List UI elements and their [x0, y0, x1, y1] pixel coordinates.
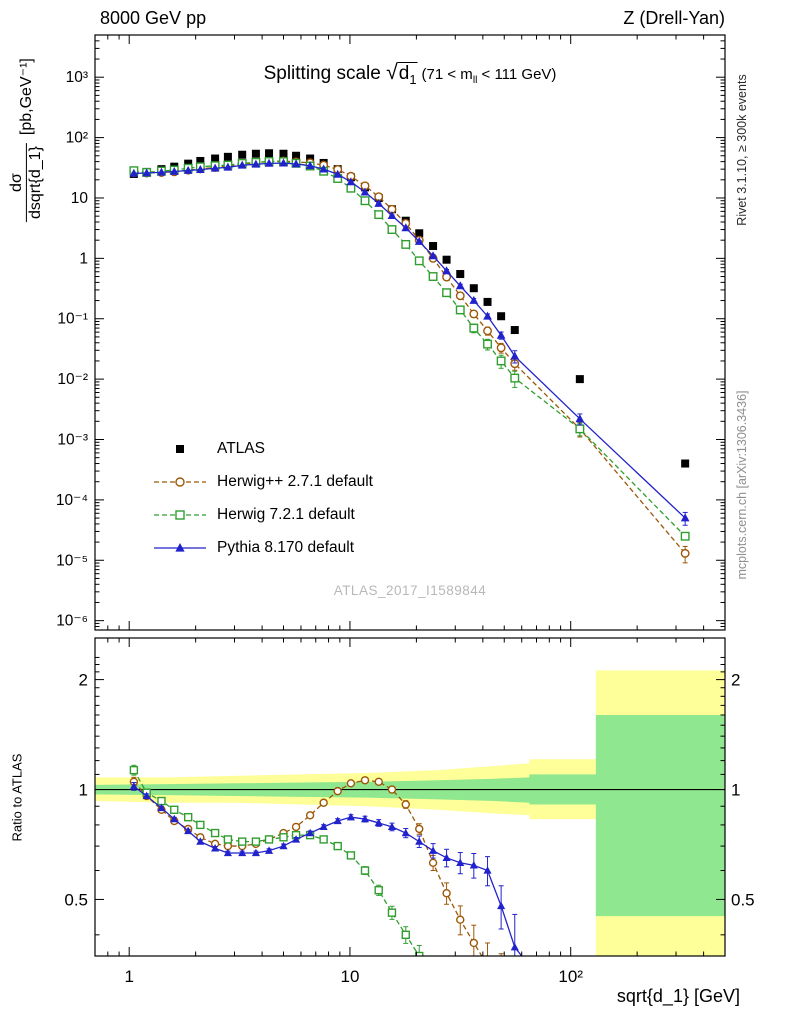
svg-text:10⁻²: 10⁻² — [57, 371, 88, 388]
svg-text:10²: 10² — [558, 967, 583, 986]
svg-text:10: 10 — [340, 967, 359, 986]
axis-ticks — [95, 35, 725, 956]
legend: ATLAS Herwig++ 2.7.1 default Herwig 7.2.1 … — [152, 432, 373, 564]
legend-item: Pythia 8.170 default — [152, 531, 373, 564]
legend-item: Herwig 7.2.1 default — [152, 498, 373, 531]
svg-text:10⁻³: 10⁻³ — [57, 431, 88, 448]
sqrt-arg-text: d — [398, 63, 410, 84]
mass-range-pre: (71 < m — [421, 66, 473, 83]
svg-text:1: 1 — [731, 781, 740, 800]
y-axis-label-ratio: Ratio to ATLAS — [9, 753, 25, 842]
legend-label: Pythia 8.170 default — [217, 538, 355, 556]
beam-label: 8000 GeV pp — [100, 8, 207, 28]
svg-text:10⁻⁴: 10⁻⁴ — [56, 492, 88, 509]
main-series — [129, 149, 690, 564]
svg-text:2: 2 — [79, 671, 88, 690]
sqrt-radical: √ — [386, 60, 398, 84]
sqrt-argument: d1 — [397, 62, 418, 87]
y-axis-units: [pb,GeV⁻¹] — [18, 58, 35, 136]
y-axis-denominator: dsqrt{d_1} — [25, 143, 45, 223]
svg-text:1: 1 — [79, 250, 88, 267]
legend-label: Herwig 7.2.1 default — [217, 505, 355, 523]
legend-swatch — [154, 476, 206, 487]
mass-range-post: < 111 GeV) — [477, 66, 557, 83]
y-axis-fraction: dσ dsqrt{d_1} — [7, 143, 45, 223]
svg-text:0.5: 0.5 — [64, 890, 88, 909]
legend-swatch — [154, 509, 206, 520]
mass-range: (71 < mll < 111 GeV) — [421, 66, 557, 86]
analysis-watermark: ATLAS_2017_I1589844 — [333, 583, 487, 598]
process-label: Z (Drell-Yan) — [623, 8, 725, 28]
y-axis-numerator: dσ — [7, 173, 25, 192]
y-axis-label-main: dσ dsqrt{d_1} [pb,GeV⁻¹] — [7, 10, 45, 270]
legend-label: Herwig++ 2.7.1 default — [217, 472, 373, 490]
legend-swatch — [154, 542, 206, 552]
title-prefix: Splitting scale — [263, 63, 387, 84]
legend-item: ATLAS — [152, 432, 373, 465]
svg-text:2: 2 — [731, 671, 740, 690]
tick-labels: 10³ 10² 10 1 10⁻¹ 10⁻² 10⁻³ 10⁻⁴ 10⁻⁵ 10⁻⁶ 1 10 10² 2… — [56, 69, 755, 986]
svg-text:1: 1 — [124, 967, 133, 986]
sqrt-arg-sub: 1 — [409, 71, 417, 87]
svg-text:10⁻⁶: 10⁻⁶ — [56, 613, 88, 630]
mass-range-sub: ll — [472, 75, 478, 86]
svg-text:10³: 10³ — [66, 69, 88, 86]
mcplots-reference: mcplots.cern.ch [arXiv:1306.3436] — [735, 390, 749, 580]
svg-text:0.5: 0.5 — [731, 890, 755, 909]
svg-text:1: 1 — [79, 781, 88, 800]
svg-text:10⁻⁵: 10⁻⁵ — [56, 552, 88, 569]
legend-swatch — [176, 444, 184, 453]
ratio-panel-border — [94, 637, 726, 957]
ratio-series — [129, 764, 523, 956]
svg-text:10⁻¹: 10⁻¹ — [57, 311, 88, 328]
x-axis-label: sqrt{d_1} [GeV] — [616, 986, 740, 1006]
rivet-version-note: Rivet 3.1.10, ≥ 300k events — [735, 74, 749, 226]
svg-text:10²: 10² — [66, 130, 88, 147]
svg-text:10: 10 — [71, 190, 89, 207]
chart-title: Splitting scale √d1 (71 < mll < 111 GeV) — [264, 60, 557, 87]
ratio-uncertainty-bands — [95, 670, 725, 956]
legend-label: ATLAS — [217, 439, 265, 457]
legend-item: Herwig++ 2.7.1 default — [152, 465, 373, 498]
